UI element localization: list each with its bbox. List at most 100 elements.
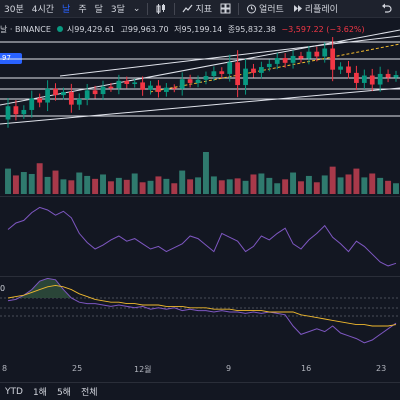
- volume-bar: [226, 179, 233, 194]
- interval-30m[interactable]: 30분: [4, 5, 24, 15]
- ohlc-values: 시99,429.61 고99,963.70 저95,199.14 종95,832…: [67, 24, 368, 35]
- volume-bar: [258, 173, 265, 194]
- candle-body: [100, 86, 106, 95]
- volume-bar: [361, 177, 368, 194]
- trend-line: [0, 87, 400, 125]
- volume-bar: [92, 178, 99, 194]
- candle-body: [124, 80, 130, 84]
- volume-pane[interactable]: [0, 148, 400, 194]
- volume-bar: [171, 183, 178, 194]
- time-axis[interactable]: 8 25 12월 9 16 23: [0, 362, 400, 376]
- candle-body: [361, 75, 367, 83]
- candle-body: [290, 55, 296, 63]
- candle-type-button[interactable]: [151, 3, 171, 15]
- price-chart-pane[interactable]: [0, 20, 400, 148]
- interval-week[interactable]: 주: [78, 5, 87, 15]
- candle-body: [346, 66, 351, 73]
- toolbar-right-group: [377, 2, 400, 16]
- volume-bar: [321, 175, 328, 194]
- volume-bar: [242, 180, 249, 194]
- volume-bar: [329, 166, 336, 194]
- rsi-pane[interactable]: [0, 197, 400, 275]
- pane-divider[interactable]: [0, 276, 400, 277]
- candle-body: [163, 87, 169, 92]
- candle-body: [13, 106, 19, 115]
- indicators-button[interactable]: 지표: [178, 2, 216, 15]
- volume-bar: [147, 180, 154, 194]
- candle-body: [45, 88, 50, 103]
- open-value: 시99,429.61: [66, 24, 115, 34]
- volume-bar: [353, 168, 360, 194]
- pane-divider[interactable]: [0, 196, 400, 197]
- signal-line: [7, 284, 397, 327]
- interval-3month[interactable]: 3달: [110, 5, 125, 15]
- trend-line: [0, 29, 400, 106]
- undo-button[interactable]: [377, 2, 396, 16]
- candle-body: [195, 79, 201, 83]
- interval-dropdown-chevron-icon[interactable]: ⌄: [132, 3, 141, 14]
- candle-body: [156, 85, 161, 92]
- time-axis-label: 16: [301, 364, 312, 373]
- oscillator-label: 0: [0, 284, 6, 293]
- alert-button[interactable]: 얼러트: [242, 2, 288, 15]
- volume-bar: [44, 176, 51, 194]
- candle-body: [298, 55, 304, 59]
- candle-body: [171, 87, 177, 89]
- volume-bar: [68, 180, 75, 194]
- close-value: 종95,832.38: [227, 24, 276, 34]
- candle-body: [29, 98, 35, 110]
- change-value: −3,597.22 (−3.62%): [281, 24, 365, 34]
- candle-body: [266, 63, 272, 68]
- symbol-info[interactable]: 날 · BINANCE: [0, 24, 51, 34]
- volume-bar: [36, 163, 43, 194]
- top-toolbar: 30분 4시간 날 주 달 3달 ⌄ 지표 얼러트 리플레이: [0, 0, 400, 18]
- volume-bar: [131, 173, 138, 194]
- undo-icon: [382, 3, 392, 13]
- volume-bar: [337, 177, 344, 194]
- layout-templates-button[interactable]: [216, 3, 235, 14]
- time-axis-label: 9: [226, 364, 232, 373]
- interval-4h[interactable]: 4시간: [31, 5, 55, 15]
- volume-bar: [12, 175, 19, 194]
- candle-body: [203, 76, 209, 80]
- volume-bar: [84, 175, 91, 194]
- time-axis-label: 23: [376, 364, 387, 373]
- range-1y-button[interactable]: 1해: [32, 388, 47, 398]
- interval-day[interactable]: 날: [62, 5, 71, 15]
- range-ytd-button[interactable]: YTD: [5, 386, 23, 397]
- volume-bar: [107, 181, 114, 194]
- candle-body: [227, 62, 233, 74]
- dashed-trend-line: [149, 43, 400, 93]
- candle-body: [132, 82, 138, 84]
- market-status-dot: [56, 26, 63, 32]
- replay-icon: [293, 5, 302, 12]
- indicators-label: 지표: [195, 5, 212, 15]
- candle-body: [243, 68, 248, 86]
- candle-body: [148, 85, 153, 90]
- time-axis-label: 25: [72, 364, 83, 373]
- indicators-icon: [182, 4, 193, 13]
- candle-body: [369, 75, 375, 85]
- candle-body: [385, 73, 391, 78]
- candle-body: [306, 51, 312, 59]
- volume-bar: [298, 181, 304, 194]
- candle-body: [187, 79, 193, 83]
- volume-bar: [52, 170, 59, 194]
- candle-body: [219, 71, 225, 74]
- range-5y-button[interactable]: 5해: [56, 388, 71, 398]
- replay-button[interactable]: 리플레이: [288, 2, 342, 15]
- high-value: 고99,963.70: [120, 24, 169, 34]
- oscillator-pane[interactable]: [0, 278, 400, 360]
- candle-body: [116, 80, 122, 89]
- candle-body: [377, 73, 383, 85]
- volume-bar: [155, 176, 162, 194]
- interval-month[interactable]: 달: [94, 5, 103, 15]
- candle-body: [211, 71, 217, 77]
- range-all-button[interactable]: 전체: [80, 388, 98, 398]
- volume-bar: [202, 152, 209, 194]
- volume-bar: [5, 168, 11, 194]
- volume-bar: [123, 179, 130, 194]
- candle-body: [21, 109, 27, 115]
- volume-bar: [385, 180, 392, 194]
- candle-body: [92, 90, 98, 95]
